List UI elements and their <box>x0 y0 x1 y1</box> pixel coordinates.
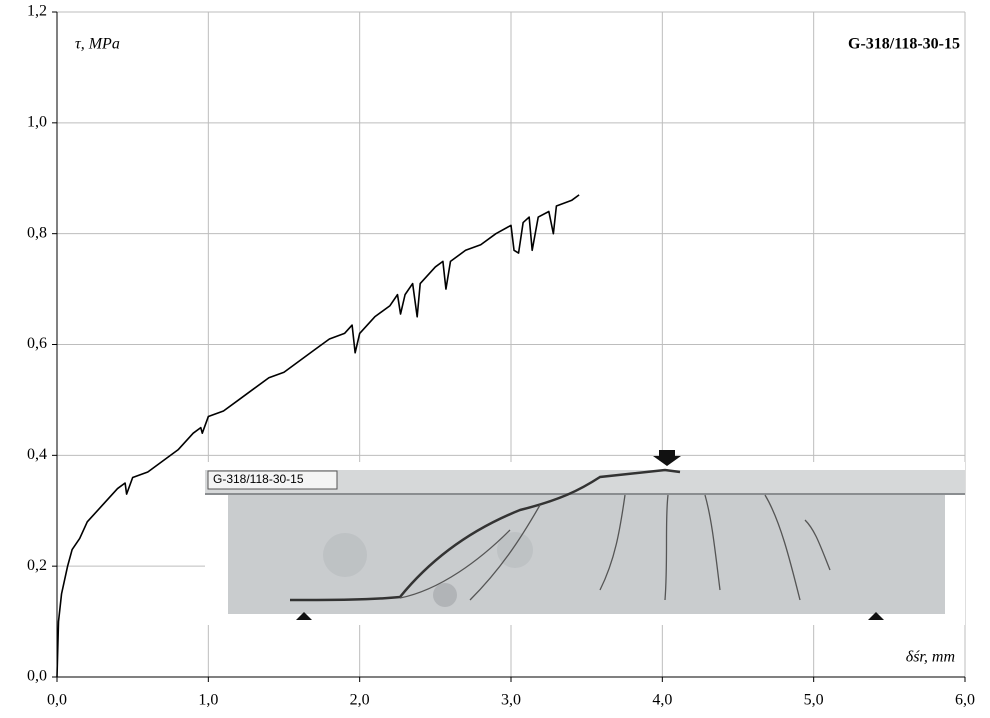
y-tick-label: 0,2 <box>27 557 47 574</box>
x-tick-label: 2,0 <box>350 692 370 709</box>
data-line <box>56 194 580 678</box>
y-tick-label: 1,2 <box>27 3 47 20</box>
x-tick-label: 3,0 <box>501 692 521 709</box>
x-tick-label: 4,0 <box>652 692 672 709</box>
x-tick-label: 0,0 <box>47 692 67 709</box>
x-tick-label: 6,0 <box>955 692 975 709</box>
x-tick-label: 5,0 <box>804 692 824 709</box>
y-tick-label: 0,8 <box>27 224 47 241</box>
photo-label: G-318/118-30-15 <box>213 472 304 486</box>
chart-title: G-318/118-30-15 <box>848 36 960 53</box>
y-axis-label: τ, MPa <box>75 36 120 53</box>
y-tick-label: 0,0 <box>27 668 47 685</box>
y-tick-label: 0,6 <box>27 335 47 352</box>
x-tick-label: 1,0 <box>198 692 218 709</box>
y-tick-label: 0,4 <box>27 446 47 463</box>
x-axis-label: δśr, mm <box>906 649 955 666</box>
inset-photo <box>205 450 965 625</box>
y-tick-label: 1,0 <box>27 114 47 131</box>
